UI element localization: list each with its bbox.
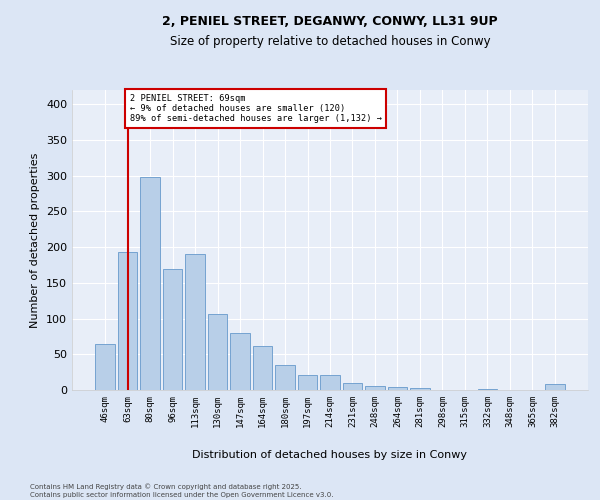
- Bar: [320, 375, 340, 390]
- Bar: [95, 344, 115, 390]
- Bar: [163, 268, 182, 390]
- Bar: [388, 387, 407, 390]
- Text: 2 PENIEL STREET: 69sqm
← 9% of detached houses are smaller (120)
89% of semi-det: 2 PENIEL STREET: 69sqm ← 9% of detached …: [130, 94, 382, 124]
- Bar: [185, 254, 205, 390]
- Text: 2, PENIEL STREET, DEGANWY, CONWY, LL31 9UP: 2, PENIEL STREET, DEGANWY, CONWY, LL31 9…: [162, 15, 498, 28]
- Bar: [118, 252, 137, 390]
- Text: Contains HM Land Registry data © Crown copyright and database right 2025.
Contai: Contains HM Land Registry data © Crown c…: [30, 484, 334, 498]
- Bar: [275, 365, 295, 390]
- Bar: [545, 384, 565, 390]
- Bar: [365, 386, 385, 390]
- Bar: [410, 388, 430, 390]
- Bar: [230, 333, 250, 390]
- Bar: [298, 375, 317, 390]
- Text: Distribution of detached houses by size in Conwy: Distribution of detached houses by size …: [193, 450, 467, 460]
- Bar: [208, 314, 227, 390]
- Bar: [140, 177, 160, 390]
- Y-axis label: Number of detached properties: Number of detached properties: [31, 152, 40, 328]
- Bar: [343, 383, 362, 390]
- Text: Size of property relative to detached houses in Conwy: Size of property relative to detached ho…: [170, 35, 490, 48]
- Bar: [253, 346, 272, 390]
